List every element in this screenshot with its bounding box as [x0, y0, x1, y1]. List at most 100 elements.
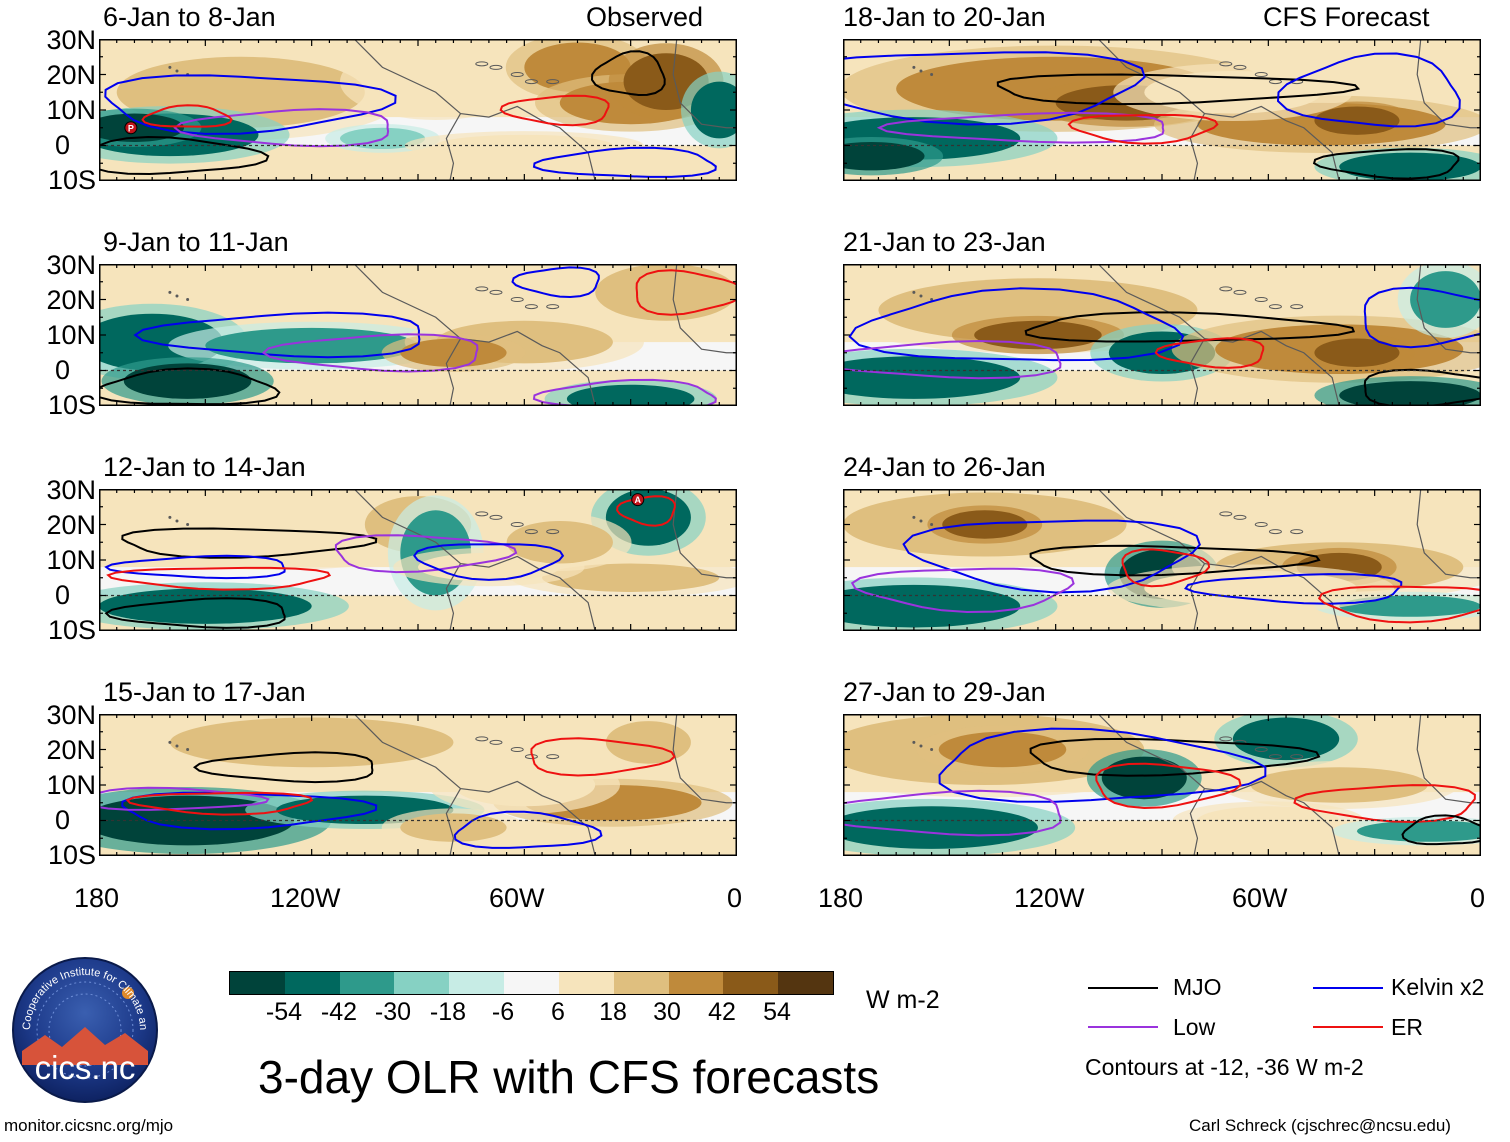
hawaii-island — [175, 519, 179, 523]
coastline-africa — [1416, 39, 1481, 129]
colorbar-label: 42 — [708, 998, 736, 1026]
colorbar-labels: -54 -42 -30 -18 -6 6 18 30 42 54 — [229, 998, 832, 1028]
lat-label: 0 — [54, 805, 70, 835]
island — [546, 754, 560, 760]
hawaii-island — [919, 69, 923, 73]
low-contour — [850, 567, 1075, 614]
map-panel-left-3: A — [99, 489, 737, 631]
hawaii-island — [930, 523, 934, 526]
logo-text: cics.nc — [35, 1049, 136, 1086]
er-contour — [1121, 548, 1211, 588]
kelvin-contour — [413, 543, 565, 581]
colorbar-label: 54 — [763, 998, 791, 1026]
island — [510, 72, 524, 77]
lat-label: 10S — [47, 615, 96, 645]
olr-anomaly — [400, 813, 507, 842]
colorbar-units: W m-2 — [866, 986, 940, 1014]
mjo-contour — [1029, 544, 1321, 577]
colorbar-swatch — [449, 972, 506, 994]
hawaii-island — [186, 748, 190, 751]
island — [524, 529, 538, 535]
panel-title-left-2: 9-Jan to 11-Jan — [103, 227, 289, 257]
colorbar-swatch — [339, 972, 396, 994]
island — [1233, 64, 1247, 70]
map-panel-right-3 — [843, 489, 1481, 631]
olr-anomaly — [595, 264, 737, 321]
low-contour — [261, 333, 479, 373]
lat-label: 30N — [46, 700, 96, 730]
coastline-americas — [353, 264, 596, 406]
hawaii-island — [168, 65, 172, 69]
kelvin-contour — [1184, 573, 1403, 605]
colorbar-swatch — [558, 972, 615, 994]
olr-anomaly — [843, 141, 925, 171]
hawaii-island — [186, 298, 190, 301]
island — [546, 79, 560, 85]
coastline-pacific-sa — [1189, 113, 1206, 181]
coastline-africa — [1416, 489, 1481, 579]
low-contour — [532, 378, 717, 406]
lat-label: 20N — [46, 510, 96, 540]
lat-label: 0 — [54, 580, 70, 610]
olr-anomaly — [134, 503, 418, 560]
er-contour — [125, 791, 314, 816]
island — [524, 304, 538, 310]
lat-label: 30N — [46, 250, 96, 280]
olr-anomaly — [1101, 756, 1187, 800]
island — [1268, 304, 1282, 310]
island — [1290, 529, 1304, 535]
lat-label: 10N — [46, 320, 96, 350]
lon-label-right-120w: 120W — [1014, 883, 1085, 913]
olr-anomaly — [843, 806, 1038, 849]
er-contour — [530, 737, 676, 777]
lat-label: 10N — [46, 95, 96, 125]
footer-url: monitor.cicsnc.org/mjo — [4, 1116, 174, 1135]
mjo-contour — [1029, 737, 1321, 777]
olr-anomaly — [1356, 820, 1481, 842]
hawaii-island — [919, 519, 923, 523]
low-contour — [99, 786, 270, 811]
island — [510, 747, 524, 752]
lon-label-right-0: 0 — [1470, 883, 1486, 913]
olr-anomaly — [400, 338, 507, 367]
colorbar-swatch — [284, 972, 341, 994]
coastline-pacific-sa — [1189, 338, 1206, 406]
island — [1290, 754, 1304, 760]
er-contour — [1095, 762, 1242, 810]
hawaii-island — [930, 748, 934, 751]
observed-label: Observed — [586, 2, 704, 32]
island — [489, 514, 503, 520]
hawaii-island — [912, 740, 916, 744]
coastline-pacific-sa — [445, 788, 462, 856]
coastline-pacific-sa — [445, 338, 462, 406]
mjo-contour — [99, 135, 270, 176]
olr-anomaly — [1339, 152, 1481, 181]
olr-anomaly — [1250, 767, 1428, 803]
olr-anomaly — [542, 563, 720, 592]
panel-title-right-1: 18-Jan to 20-Jan — [843, 2, 1046, 32]
olr-anomaly — [99, 113, 185, 142]
island — [489, 739, 503, 745]
cics-logo: Cooperative Institute for Climate and Sa… — [10, 955, 158, 1103]
coastline-africa — [672, 39, 737, 129]
legend-line-er — [1313, 1026, 1383, 1028]
kelvin-contour — [133, 311, 421, 359]
storm-marker: A — [631, 493, 645, 507]
er-contour — [1293, 784, 1476, 824]
coastline-americas — [353, 714, 596, 856]
map-panel-right-2 — [843, 264, 1481, 406]
colorbar-swatch — [504, 972, 560, 994]
olr-anomaly — [1314, 106, 1400, 135]
footer-credit: Carl Schreck (cjschrec@ncsu.edu) — [1189, 1116, 1451, 1135]
olr-anomaly — [1232, 717, 1340, 761]
lat-label: 20N — [46, 285, 96, 315]
lat-label: 10S — [47, 840, 96, 870]
island — [1268, 529, 1282, 535]
lon-label-left-0: 0 — [727, 883, 743, 913]
map-panel-right-4 — [843, 714, 1481, 856]
map-panel-left-1: P — [99, 39, 737, 181]
kelvin-contour — [1363, 286, 1481, 349]
coastline-americas — [1097, 489, 1340, 631]
olr-anomaly — [506, 520, 613, 564]
lat-label: 0 — [54, 130, 70, 160]
